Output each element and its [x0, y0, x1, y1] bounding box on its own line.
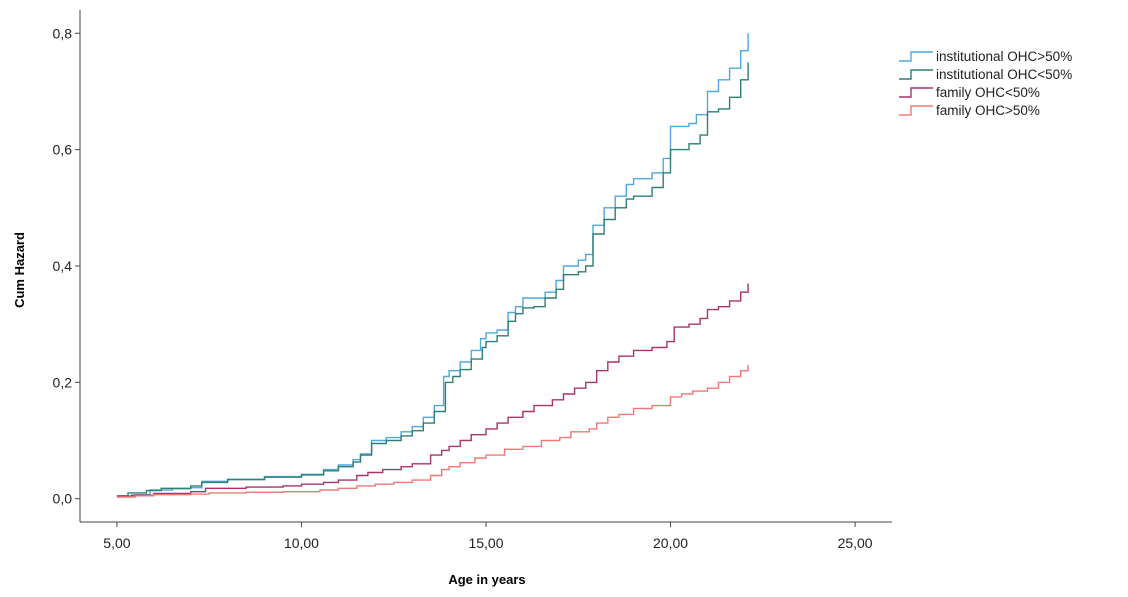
legend-swatch-3 — [899, 87, 933, 98]
legend-label-1: institutional OHC>50% — [936, 49, 1072, 64]
series-line-4 — [116, 364, 749, 498]
x-tick-label: 5,00 — [103, 535, 130, 551]
x-tick-label: 20,00 — [653, 535, 688, 551]
y-tick-label: 0,4 — [53, 258, 73, 274]
legend: institutional OHC>50% institutional OHC<5… — [899, 49, 1072, 118]
legend-swatch-2 — [899, 69, 933, 80]
y-axis-title: Cum Hazard — [12, 232, 27, 308]
axes: 5,00 10,00 15,00 20,00 25,00 0,0 0,2 0,4 0,6 0,8 — [53, 10, 892, 551]
series-line-3 — [116, 283, 749, 498]
series-line-1 — [116, 33, 749, 498]
series-lines — [116, 33, 749, 498]
legend-swatch-4 — [899, 105, 933, 116]
x-tick-label: 25,00 — [838, 535, 873, 551]
x-tick-label: 10,00 — [284, 535, 319, 551]
x-tick-label: 15,00 — [468, 535, 503, 551]
y-tick-label: 0,0 — [53, 491, 73, 507]
legend-label-2: institutional OHC<50% — [936, 67, 1072, 82]
legend-swatch-1 — [899, 51, 933, 62]
legend-label-3: family OHC<50% — [936, 85, 1040, 100]
y-tick-label: 0,6 — [53, 142, 73, 158]
x-axis-title: Age in years — [448, 572, 525, 587]
y-tick-label: 0,8 — [53, 25, 73, 41]
y-tick-label: 0,2 — [53, 374, 73, 390]
legend-label-4: family OHC>50% — [936, 103, 1040, 118]
series-line-2 — [116, 62, 749, 497]
